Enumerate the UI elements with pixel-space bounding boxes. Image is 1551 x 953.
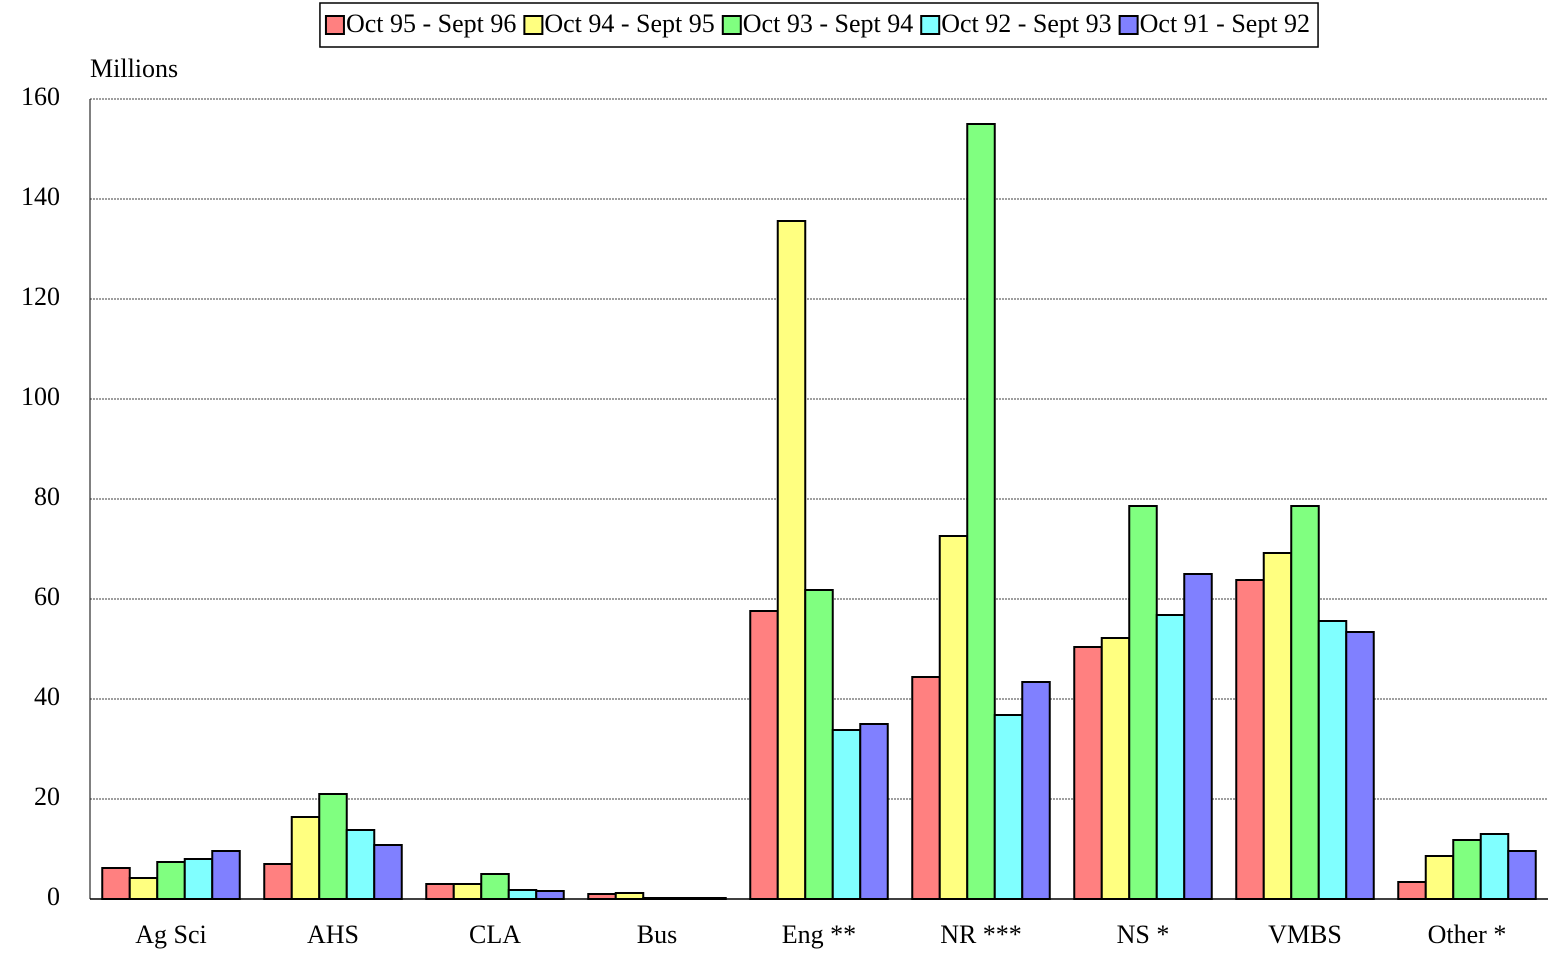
bar — [1100, 637, 1131, 900]
y-tick-label: 100 — [21, 382, 60, 411]
bar — [859, 723, 889, 900]
bar — [938, 535, 969, 900]
legend-label: Oct 94 - Sept 95 — [544, 9, 714, 38]
legend-swatch — [523, 15, 544, 35]
x-tick-label: NR *** — [940, 920, 1022, 949]
bar — [373, 844, 403, 900]
bar — [804, 589, 834, 900]
bar — [480, 873, 510, 900]
legend-label: Oct 91 - Sept 92 — [1140, 9, 1310, 38]
y-axis-label: Millions — [90, 54, 178, 83]
bar — [1235, 579, 1265, 900]
x-tick-label: Ag Sci — [135, 920, 207, 949]
bar — [1479, 833, 1510, 900]
bar — [614, 892, 645, 900]
bar — [1507, 850, 1537, 900]
bar — [1155, 614, 1186, 900]
x-tick-label: CLA — [469, 920, 521, 949]
legend-swatch — [1118, 15, 1139, 35]
bar — [263, 863, 293, 900]
y-tick-label: 20 — [34, 782, 60, 811]
bar — [1290, 505, 1320, 900]
bar — [211, 850, 241, 900]
bar — [1262, 552, 1293, 900]
y-tick-label: 80 — [34, 482, 60, 511]
bar — [1073, 646, 1103, 900]
bar — [1345, 631, 1375, 900]
legend-label: Oct 95 - Sept 96 — [346, 9, 516, 38]
legend-swatch — [920, 15, 941, 35]
bar — [1317, 620, 1348, 900]
bar — [1424, 855, 1455, 900]
bar — [1128, 505, 1158, 900]
bar — [911, 676, 941, 900]
y-tick-label: 120 — [21, 282, 60, 311]
bar — [290, 816, 321, 900]
x-tick-label: Eng ** — [782, 920, 856, 949]
x-tick-label: AHS — [307, 920, 359, 949]
bar — [1452, 839, 1482, 900]
bar — [1397, 881, 1427, 900]
bar — [452, 883, 483, 900]
bar — [318, 793, 348, 900]
bar — [345, 829, 376, 900]
bar — [156, 861, 186, 900]
bar — [183, 858, 214, 900]
legend-label: Oct 93 - Sept 94 — [743, 9, 913, 38]
bar — [535, 890, 565, 900]
x-tick-label: Other * — [1428, 920, 1507, 949]
bar — [749, 610, 779, 900]
legend-swatch — [721, 15, 742, 35]
legend-box — [319, 2, 1319, 48]
bar — [507, 889, 538, 900]
legend-swatch — [324, 15, 345, 35]
y-tick-label: 0 — [47, 882, 60, 911]
y-tick-label: 140 — [21, 182, 60, 211]
bar — [1183, 573, 1213, 900]
x-tick-label: NS * — [1117, 920, 1170, 949]
x-tick-label: VMBS — [1268, 920, 1342, 949]
legend-label: Oct 92 - Sept 93 — [941, 9, 1111, 38]
bar — [101, 867, 131, 900]
bar — [966, 123, 996, 900]
bar — [1021, 681, 1051, 900]
bar — [993, 714, 1024, 900]
y-tick-label: 40 — [34, 682, 60, 711]
y-tick-label: 160 — [21, 82, 60, 111]
bar — [425, 883, 455, 900]
bar — [831, 729, 862, 900]
bar — [776, 220, 807, 900]
x-tick-label: Bus — [637, 920, 677, 949]
y-tick-label: 60 — [34, 582, 60, 611]
bar — [128, 877, 159, 900]
